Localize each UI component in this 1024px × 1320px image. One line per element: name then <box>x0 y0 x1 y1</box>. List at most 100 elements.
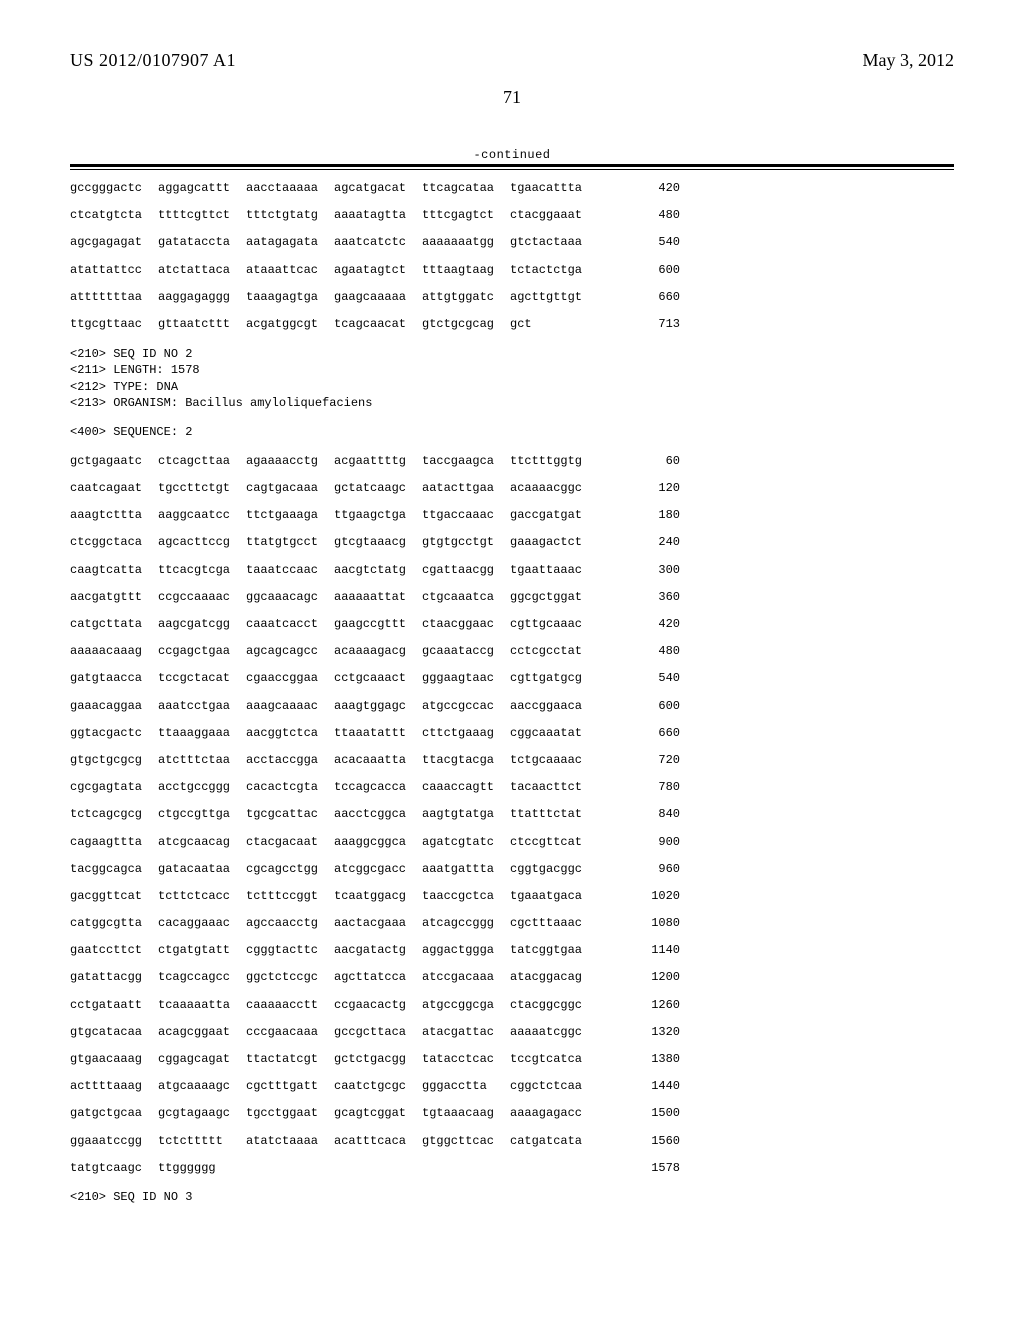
sequence-group: ggtacgactc <box>70 725 150 741</box>
sequence-group: cgcagcctgg <box>246 861 326 877</box>
sequence-group: aaaaacaaag <box>70 643 150 659</box>
sequence-position: 420 <box>630 180 680 196</box>
sequence-group: atattattcc <box>70 262 150 278</box>
sequence-group: ctcatgtcta <box>70 207 150 223</box>
sequence-group: acctaccgga <box>246 752 326 768</box>
sequence-group: gggaagtaac <box>422 670 502 686</box>
sequence-group: aaggagaggg <box>158 289 238 305</box>
sequence-group: ttgggggg <box>158 1160 238 1176</box>
sequence-group: tatcggtgaa <box>510 942 590 958</box>
sequence-groups: atattattccatctattacaataaattcacagaatagtct… <box>70 262 590 278</box>
sequence-group: agcttatcca <box>334 969 414 985</box>
sequence-group: acagcggaat <box>158 1024 238 1040</box>
sequence-group: atctattaca <box>158 262 238 278</box>
sequence-groups: gaatccttctctgatgtattcgggtacttcaacgatactg… <box>70 942 590 958</box>
sequence-groups: gaaacaggaaaaatcctgaaaaagcaaaacaaagtggagc… <box>70 698 590 714</box>
sequence-position: 1440 <box>630 1078 680 1094</box>
sequence-group: cgattaacgg <box>422 562 502 578</box>
sequence-group: acaaaagacg <box>334 643 414 659</box>
sequence-group: cagtgacaaa <box>246 480 326 496</box>
sequence-position: 120 <box>630 480 680 496</box>
sequence-groups: agcgagagatgatatacctaaatagagataaaatcatctc… <box>70 234 590 250</box>
sequence-group: gccgcttaca <box>334 1024 414 1040</box>
sequence-position: 480 <box>630 207 680 223</box>
sequence-group: cggcaaatat <box>510 725 590 741</box>
sequence-group: cacaggaaac <box>158 915 238 931</box>
sequence-group: gatataccta <box>158 234 238 250</box>
sequence-group: aatacttgaa <box>422 480 502 496</box>
sequence-group: tgaattaaac <box>510 562 590 578</box>
sequence-row: agcgagagatgatatacctaaatagagataaaatcatctc… <box>70 234 954 250</box>
sequence-group: aggagcattt <box>158 180 238 196</box>
sequence-group: ttcagcataa <box>422 180 502 196</box>
sequence-groups: caagtcattattcacgtcgataaatccaacaacgtctatg… <box>70 562 590 578</box>
sequence-group: aaaaatcggc <box>510 1024 590 1040</box>
sequence-group: aagtgtatga <box>422 806 502 822</box>
sequence-group: atccgacaaa <box>422 969 502 985</box>
sequence-group: tccagcacca <box>334 779 414 795</box>
sequence-group: tttctgtatg <box>246 207 326 223</box>
sequence-group: gggacctta <box>422 1078 502 1094</box>
sequence-group: catggcgtta <box>70 915 150 931</box>
sequence-group: gtgctgcgcg <box>70 752 150 768</box>
sequence-position: 540 <box>630 234 680 250</box>
sequence-group: acacaaatta <box>334 752 414 768</box>
sequence-row: cgcgagtataacctgccgggcacactcgtatccagcacca… <box>70 779 954 795</box>
sequence-group: tatacctcac <box>422 1051 502 1067</box>
sequence-group: aaaaaaatgg <box>422 234 502 250</box>
sequence-row: tatgtcaagcttgggggg1578 <box>70 1160 954 1176</box>
sequence-group: cctgcaaact <box>334 670 414 686</box>
sequence-group: gctctgacgg <box>334 1051 414 1067</box>
sequence-group: ccgagctgaa <box>158 643 238 659</box>
sequence-group: gtctactaaa <box>510 234 590 250</box>
sequence-group: cgggtacttc <box>246 942 326 958</box>
sequence-group: gctatcaagc <box>334 480 414 496</box>
sequence-group: aaatcatctc <box>334 234 414 250</box>
sequence-group: gatgctgcaa <box>70 1105 150 1121</box>
sequence-group: gccgggactc <box>70 180 150 196</box>
sequence-group: cgttgcaaac <box>510 616 590 632</box>
sequence-row: gacggttcattcttctcacctctttccggttcaatggacg… <box>70 888 954 904</box>
sequence-group: tcttctcacc <box>158 888 238 904</box>
sequence-position: 60 <box>630 453 680 469</box>
sequence-group: gatattacgg <box>70 969 150 985</box>
sequence-row: catggcgttacacaggaaacagccaacctgaactacgaaa… <box>70 915 954 931</box>
sequence-group: taaatccaac <box>246 562 326 578</box>
sequence-groups: cagaagtttaatcgcaacagctacgacaataaaggcggca… <box>70 834 590 850</box>
sequence-position: 540 <box>630 670 680 686</box>
sequence-group: caaaccagtt <box>422 779 502 795</box>
sequence-row: gaaacaggaaaaatcctgaaaaagcaaaacaaagtggagc… <box>70 698 954 714</box>
sequence-group: aacgatactg <box>334 942 414 958</box>
meta-line: <210> SEQ ID NO 2 <box>70 346 954 362</box>
sequence-position: 660 <box>630 289 680 305</box>
sequence-groups: gatgctgcaagcgtagaagctgcctggaatgcagtcggat… <box>70 1105 590 1121</box>
sequence-group: gtggcttcac <box>422 1133 502 1149</box>
sequence-group: gaaagactct <box>510 534 590 550</box>
sequence-groups: gatattacggtcagccagccggctctccgcagcttatcca… <box>70 969 590 985</box>
sequence-group: gcagtcggat <box>334 1105 414 1121</box>
sequence-position: 360 <box>630 589 680 605</box>
sequence-group: ctacgacaat <box>246 834 326 850</box>
sequence-group: cctcgcctat <box>510 643 590 659</box>
sequence-groups: tatgtcaagc ttgggggg <box>70 1160 590 1176</box>
sequence-group: cttctgaaag <box>422 725 502 741</box>
sequence-group: gtctgcgcag <box>422 316 502 332</box>
sequence-row: gatattacggtcagccagccggctctccgcagcttatcca… <box>70 969 954 985</box>
sequence-group: gtgaacaaag <box>70 1051 150 1067</box>
sequence-position: 600 <box>630 262 680 278</box>
sequence-group: aacctcggca <box>334 806 414 822</box>
sequence-group: gaaacaggaa <box>70 698 150 714</box>
sequence-position: 720 <box>630 752 680 768</box>
sequence-row: ggtacgactcttaaaggaaaaacggtctcattaaatattt… <box>70 725 954 741</box>
sequence-group: atcggcgacc <box>334 861 414 877</box>
sequence-row: cctgataatttcaaaaattacaaaaaccttccgaacactg… <box>70 997 954 1013</box>
continued-label: -continued <box>70 148 954 162</box>
sequence-group: caagtcatta <box>70 562 150 578</box>
sequence-group: ttactatcgt <box>246 1051 326 1067</box>
sequence-group: tatgtcaagc <box>70 1160 150 1176</box>
sequence-group: ccgccaaaac <box>158 589 238 605</box>
sequence-group: agatcgtatc <box>422 834 502 850</box>
sequence-row: tctcagcgcgctgccgttgatgcgcattacaacctcggca… <box>70 806 954 822</box>
sequence-group: ctcggctaca <box>70 534 150 550</box>
sequence-groups: caatcagaattgccttctgtcagtgacaaagctatcaagc… <box>70 480 590 496</box>
